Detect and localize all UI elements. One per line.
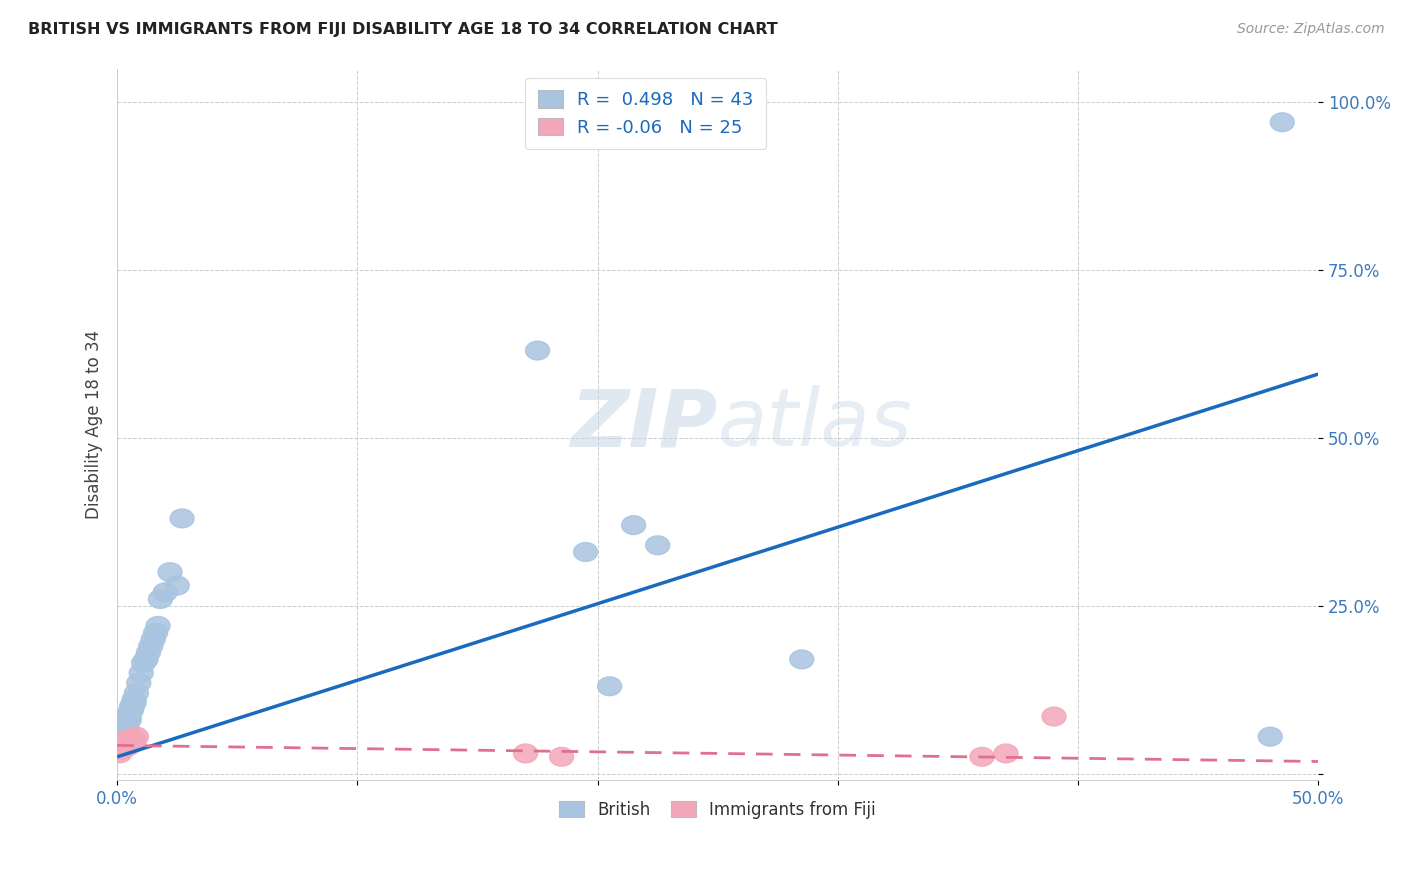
Y-axis label: Disability Age 18 to 34: Disability Age 18 to 34 <box>86 330 103 519</box>
Text: BRITISH VS IMMIGRANTS FROM FIJI DISABILITY AGE 18 TO 34 CORRELATION CHART: BRITISH VS IMMIGRANTS FROM FIJI DISABILI… <box>28 22 778 37</box>
Legend: British, Immigrants from Fiji: British, Immigrants from Fiji <box>553 794 883 825</box>
Text: Source: ZipAtlas.com: Source: ZipAtlas.com <box>1237 22 1385 37</box>
Text: ZIP: ZIP <box>571 385 717 464</box>
Text: atlas: atlas <box>717 385 912 464</box>
